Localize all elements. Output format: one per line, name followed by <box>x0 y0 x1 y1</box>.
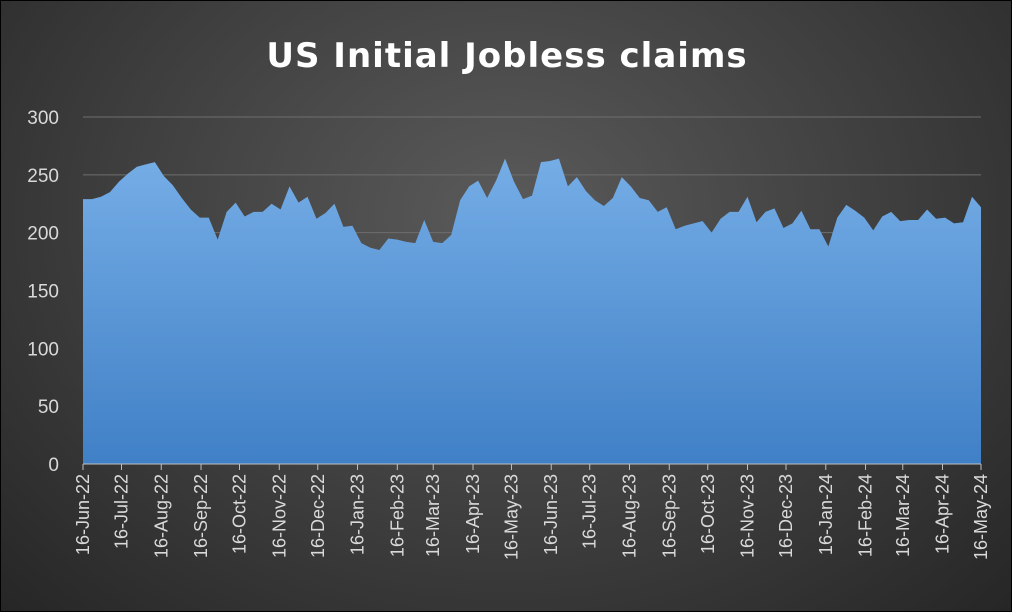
x-tick-label: 16-Feb-24 <box>856 474 876 557</box>
y-tick-label: 300 <box>27 108 59 129</box>
x-tick-label: 16-Oct-23 <box>698 474 718 554</box>
x-tick-label: 16-Jul-22 <box>111 474 131 549</box>
x-tick-label: 16-May-24 <box>971 474 991 560</box>
y-tick-label: 50 <box>38 397 59 418</box>
axes: 0 50 100 150 200 250 300 16-Jun-22 16-Jul-22 16-A… <box>27 108 991 560</box>
plot-area <box>83 158 981 464</box>
x-tick-label: 16-Jul-23 <box>580 474 600 549</box>
chart-title: US Initial Jobless claims <box>266 36 747 76</box>
y-tick-label: 250 <box>27 166 59 187</box>
x-tick-label: 16-Sep-22 <box>191 474 211 558</box>
x-tick-label: 16-Sep-23 <box>659 474 679 558</box>
x-tick-label: 16-Jan-23 <box>348 474 368 555</box>
x-tick-label: 16-Apr-24 <box>933 474 953 554</box>
x-tick-label: 16-Jun-23 <box>541 474 561 555</box>
x-tick-label: 16-May-23 <box>501 474 521 560</box>
series-area <box>83 158 981 464</box>
x-tick-label: 16-Jan-24 <box>816 474 836 555</box>
x-tick-label: 16-Dec-23 <box>776 474 796 558</box>
x-tick-label: 16-Nov-22 <box>269 474 289 558</box>
x-tick-label: 16-Oct-22 <box>230 474 250 554</box>
x-tick-label: 16-Jun-22 <box>73 474 93 555</box>
x-tick-label: 16-Aug-22 <box>151 474 171 558</box>
x-tick-label: 16-Mar-23 <box>423 474 443 557</box>
x-tick-label: 16-Mar-24 <box>893 474 913 557</box>
x-tick-label: 16-Dec-22 <box>308 474 328 558</box>
y-tick-label: 200 <box>27 224 59 245</box>
y-tick-label: 150 <box>27 282 59 303</box>
x-tick-label: 16-Feb-23 <box>387 474 407 557</box>
x-tick-label: 16-Apr-23 <box>463 474 483 554</box>
x-tick-label: 16-Nov-23 <box>738 474 758 558</box>
y-tick-label: 100 <box>27 339 59 360</box>
x-tick-label: 16-Aug-23 <box>620 474 640 558</box>
y-tick-label: 0 <box>48 455 59 476</box>
